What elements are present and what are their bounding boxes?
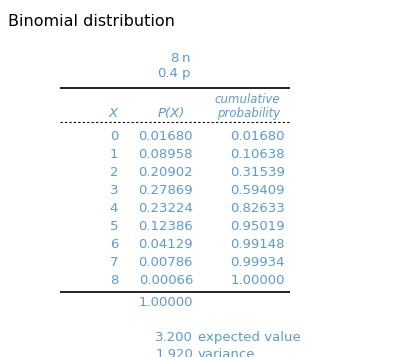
Text: probability: probability	[217, 107, 280, 120]
Text: n: n	[182, 52, 191, 65]
Text: 1.920: 1.920	[155, 348, 193, 357]
Text: 0.00786: 0.00786	[139, 256, 193, 269]
Text: 0.27869: 0.27869	[138, 184, 193, 197]
Text: cumulative: cumulative	[215, 93, 280, 106]
Text: 0.99148: 0.99148	[230, 238, 285, 251]
Text: P(X): P(X)	[158, 107, 185, 120]
Text: 0.01680: 0.01680	[230, 130, 285, 143]
Text: 8: 8	[170, 52, 178, 65]
Text: p: p	[182, 67, 191, 80]
Text: 0.4: 0.4	[157, 67, 178, 80]
Text: 0.23224: 0.23224	[138, 202, 193, 215]
Text: 1.00000: 1.00000	[230, 274, 285, 287]
Text: 0.99934: 0.99934	[230, 256, 285, 269]
Text: 4: 4	[110, 202, 118, 215]
Text: 1.00000: 1.00000	[139, 296, 193, 309]
Text: 6: 6	[110, 238, 118, 251]
Text: 5: 5	[109, 220, 118, 233]
Text: 3: 3	[109, 184, 118, 197]
Text: 0: 0	[110, 130, 118, 143]
Text: 0.95019: 0.95019	[230, 220, 285, 233]
Text: 3.200: 3.200	[155, 331, 193, 344]
Text: expected value: expected value	[198, 331, 301, 344]
Text: 0.00066: 0.00066	[139, 274, 193, 287]
Text: 1: 1	[109, 148, 118, 161]
Text: 0.59409: 0.59409	[230, 184, 285, 197]
Text: X: X	[109, 107, 118, 120]
Text: 0.82633: 0.82633	[230, 202, 285, 215]
Text: 0.08958: 0.08958	[139, 148, 193, 161]
Text: 0.04129: 0.04129	[138, 238, 193, 251]
Text: 0.31539: 0.31539	[230, 166, 285, 179]
Text: variance: variance	[198, 348, 256, 357]
Text: 0.10638: 0.10638	[230, 148, 285, 161]
Text: 8: 8	[110, 274, 118, 287]
Text: Binomial distribution: Binomial distribution	[8, 14, 175, 29]
Text: 7: 7	[109, 256, 118, 269]
Text: 0.12386: 0.12386	[138, 220, 193, 233]
Text: 2: 2	[109, 166, 118, 179]
Text: 0.01680: 0.01680	[139, 130, 193, 143]
Text: 0.20902: 0.20902	[138, 166, 193, 179]
